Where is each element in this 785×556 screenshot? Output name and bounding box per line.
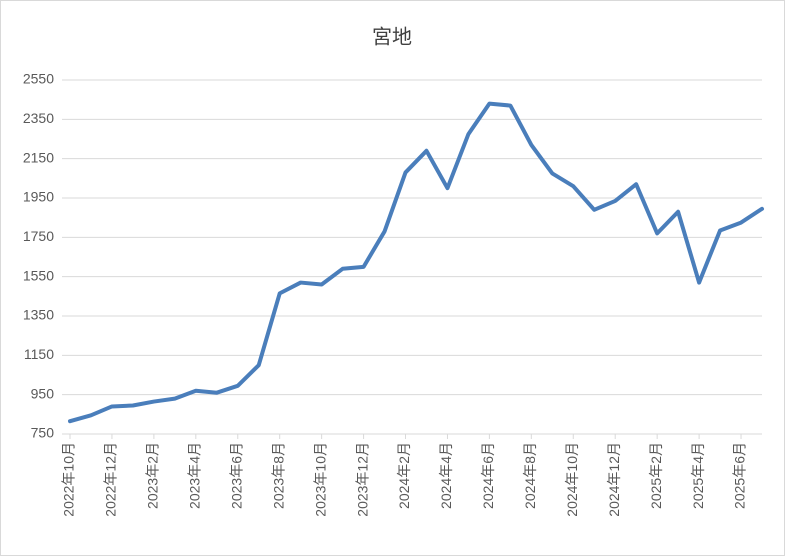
x-tick-label: 2024年2月 — [396, 442, 412, 509]
x-tick-label: 2023年6月 — [228, 442, 244, 509]
x-tick-label: 2024年10月 — [564, 442, 580, 517]
chart-title: 宮地 — [372, 25, 412, 48]
y-tick-label: 950 — [31, 385, 55, 401]
x-tick-label: 2023年10月 — [312, 442, 328, 517]
x-tick-label: 2023年4月 — [187, 442, 203, 509]
x-tick-label: 2023年2月 — [145, 442, 161, 509]
y-tick-label: 1550 — [23, 267, 54, 283]
y-tick-label: 1350 — [23, 307, 54, 323]
y-tick-label: 2350 — [23, 110, 54, 126]
x-tick-label: 2025年6月 — [732, 442, 748, 509]
y-tick-label: 1750 — [23, 228, 54, 244]
x-tick-label: 2024年12月 — [606, 442, 622, 517]
y-tick-label: 750 — [31, 425, 55, 441]
y-tick-label: 2150 — [23, 149, 54, 165]
x-tick-label: 2024年4月 — [438, 442, 454, 509]
x-tick-label: 2023年12月 — [354, 442, 370, 517]
x-tick-label: 2023年8月 — [270, 442, 286, 509]
data-line — [68, 101, 764, 424]
x-tick-label: 2025年2月 — [648, 442, 664, 509]
y-tick-label: 2550 — [23, 71, 54, 87]
x-tick-label: 2024年8月 — [522, 442, 538, 509]
x-tick-label: 2024年6月 — [480, 442, 496, 509]
x-tick-label: 2022年10月 — [61, 442, 77, 517]
y-tick-label: 1150 — [24, 346, 54, 362]
y-tick-label: 1950 — [23, 189, 54, 205]
x-tick-label: 2025年4月 — [690, 442, 706, 509]
x-tick-label: 2022年12月 — [103, 442, 119, 517]
